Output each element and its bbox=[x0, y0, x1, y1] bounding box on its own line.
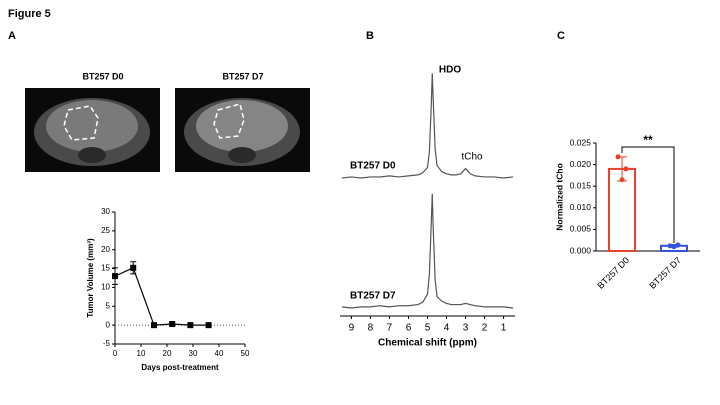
y-tick-label: 15 bbox=[101, 264, 110, 273]
y-axis-label: Normalized tCho bbox=[554, 163, 564, 231]
data-point bbox=[151, 322, 157, 329]
data-point bbox=[615, 154, 621, 160]
spectrum-label: BT257 D7 bbox=[350, 291, 396, 302]
x-axis-label: Days post-treatment bbox=[141, 363, 219, 372]
image-label: BT257 D0 bbox=[82, 71, 123, 81]
x-tick-label: 50 bbox=[241, 349, 250, 358]
x-tick-label: BT257 D0 bbox=[595, 255, 631, 291]
y-tick-label: 5 bbox=[106, 301, 111, 310]
spectrum-line bbox=[341, 73, 514, 179]
y-tick-label: 0.025 bbox=[570, 137, 592, 147]
x-tick-label: 3 bbox=[463, 323, 469, 334]
y-tick-label: 25 bbox=[101, 226, 110, 235]
data-point bbox=[619, 177, 625, 183]
y-tick-label: 0.010 bbox=[570, 202, 592, 212]
data-point bbox=[671, 244, 677, 250]
x-tick-label: 20 bbox=[163, 349, 172, 358]
data-point bbox=[675, 242, 681, 248]
significance: ** bbox=[643, 133, 653, 147]
x-tick-label: 0 bbox=[113, 349, 118, 358]
x-tick-label: 4 bbox=[444, 323, 450, 334]
spectrum-line bbox=[341, 193, 514, 309]
panel-label: B bbox=[366, 30, 374, 42]
y-axis-label: Tumor Volume (mm³) bbox=[86, 238, 95, 318]
y-tick-label: 10 bbox=[101, 283, 110, 292]
spectrum-label: BT257 D0 bbox=[350, 161, 396, 172]
y-tick-label: 30 bbox=[101, 207, 110, 216]
y-tick-label: 0.000 bbox=[570, 245, 592, 255]
annotation: HDO bbox=[439, 65, 461, 76]
x-tick-label: 2 bbox=[482, 323, 488, 334]
significance-bracket bbox=[621, 146, 675, 243]
x-tick-label: 10 bbox=[137, 349, 146, 358]
x-tick-label: 30 bbox=[189, 349, 198, 358]
x-tick-label: 5 bbox=[425, 323, 431, 334]
data-point bbox=[623, 166, 629, 172]
data-point bbox=[187, 322, 194, 329]
x-tick-label: BT257 D7 bbox=[647, 255, 683, 291]
y-tick-label: 20 bbox=[101, 245, 110, 254]
x-tick-label: 1 bbox=[501, 323, 507, 334]
annotation: tCho bbox=[461, 152, 483, 163]
x-tick-label: 7 bbox=[387, 323, 393, 334]
mri-image bbox=[25, 88, 160, 172]
y-tick-label: 0.020 bbox=[570, 159, 592, 169]
figure-title: Figure 5 bbox=[8, 8, 51, 20]
y-tick-label: 0.005 bbox=[570, 224, 592, 234]
image-label: BT257 D7 bbox=[222, 71, 263, 81]
panel-label: A bbox=[8, 30, 16, 42]
data-point bbox=[112, 273, 118, 280]
x-tick-label: 9 bbox=[349, 323, 355, 334]
x-tick-label: 40 bbox=[215, 349, 224, 358]
data-point bbox=[169, 321, 176, 328]
data-point bbox=[205, 322, 212, 329]
mri-image bbox=[175, 88, 310, 172]
panel-label: C bbox=[557, 30, 565, 42]
y-tick-label: -5 bbox=[103, 339, 111, 348]
y-tick-label: 0.015 bbox=[570, 180, 592, 190]
data-line bbox=[114, 267, 209, 326]
data-point bbox=[130, 264, 137, 271]
y-tick-label: 0 bbox=[106, 320, 111, 329]
x-tick-label: 8 bbox=[368, 323, 374, 334]
data-point bbox=[667, 243, 673, 249]
x-tick-label: 6 bbox=[406, 323, 412, 334]
x-axis-label: Chemical shift (ppm) bbox=[378, 338, 477, 349]
